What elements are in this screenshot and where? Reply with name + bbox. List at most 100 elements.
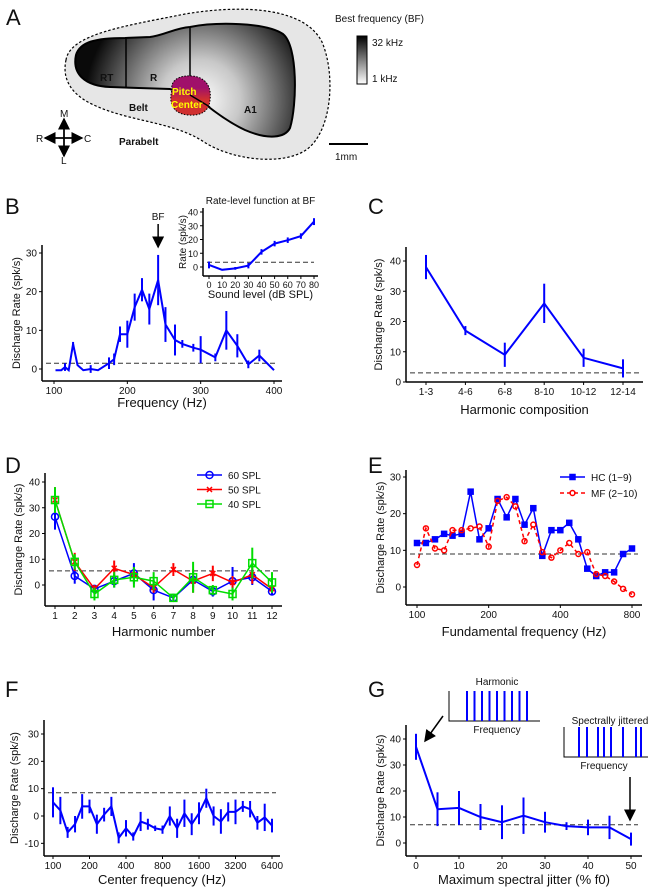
x-tick-label: 11 xyxy=(247,611,258,622)
square-marker xyxy=(50,495,60,505)
chart-title: Rate-level function at BF xyxy=(206,196,316,207)
x-tick-label: 80 xyxy=(309,280,319,290)
scale-label: 1mm xyxy=(335,152,357,163)
circle-marker xyxy=(50,512,60,522)
square-marker xyxy=(422,539,430,547)
panel-label-b: B xyxy=(5,194,20,219)
square-marker xyxy=(267,578,277,587)
legend-label: 50 SPL xyxy=(228,486,261,497)
x-tick-label: 800 xyxy=(624,610,641,621)
x-tick-label: 20 xyxy=(496,861,508,872)
inset-xlabel: Frequency xyxy=(473,725,520,736)
y-axis-title: Discharge Rate (spk/s) xyxy=(13,484,25,596)
y-tick-label: 20 xyxy=(26,287,38,298)
x-tick-label: 9 xyxy=(210,611,216,622)
square-marker xyxy=(431,536,439,543)
legend-entry: HC (1−9) xyxy=(560,473,632,484)
series-hc xyxy=(413,488,636,580)
y-axis-title: Discharge Rate (spk/s) xyxy=(11,257,23,369)
y-tick-label: 30 xyxy=(390,473,402,484)
square-marker xyxy=(205,499,214,509)
circle-marker xyxy=(476,523,483,530)
circle-marker xyxy=(521,537,528,545)
square-marker xyxy=(458,530,465,538)
x-tick-label: 12 xyxy=(266,611,278,622)
circle-marker xyxy=(467,525,474,532)
circle-marker xyxy=(485,543,492,550)
series-0 xyxy=(55,254,275,373)
x-tick-label: 8-10 xyxy=(534,387,554,398)
y-tick-label: 10 xyxy=(28,784,40,795)
x-marker xyxy=(170,566,177,573)
chart-c: 1-3 4-6 6-8 8-10 10-12 12-14 0 10 20 30 40 Harmonic… xyxy=(373,247,643,417)
y-tick-label: 30 xyxy=(29,503,41,514)
y-tick-label: 10 xyxy=(390,347,402,358)
legend-label: MF (2−10) xyxy=(591,489,637,500)
y-tick-label: 0 xyxy=(395,378,401,389)
circle-marker xyxy=(584,548,591,556)
y-tick-label: 10 xyxy=(390,813,402,824)
harmonic-spectrum-inset: Harmonic Frequency xyxy=(448,677,540,736)
x-axis-title: Frequency (Hz) xyxy=(117,395,207,410)
circle-marker xyxy=(413,561,421,569)
x-tick-label: 8 xyxy=(190,611,196,622)
panel-label-a: A xyxy=(6,5,21,30)
y-tick-label: 10 xyxy=(390,546,402,557)
region-label-pitch: Pitch xyxy=(172,87,196,98)
x-axis-title: Sound level (dB SPL) xyxy=(208,289,313,301)
y-tick-label: 40 xyxy=(29,478,41,489)
square-marker xyxy=(485,525,492,532)
x-tick-label: 2 xyxy=(72,611,78,622)
y-tick-label: 20 xyxy=(188,235,198,245)
circle-marker xyxy=(431,545,439,552)
series-0 xyxy=(52,787,273,844)
x-tick-label: 6400 xyxy=(261,861,284,872)
y-tick-label: 0 xyxy=(395,839,401,850)
y-axis-title: Discharge Rate (spk/s) xyxy=(9,732,21,844)
square-marker xyxy=(575,536,582,543)
y-tick-label: 20 xyxy=(390,787,402,798)
circle-marker xyxy=(512,503,519,510)
legend-label: 60 SPL xyxy=(228,471,261,482)
x-tick-label: 100 xyxy=(409,610,426,621)
y-tick-label: 40 xyxy=(188,208,198,218)
x-marker xyxy=(229,579,236,586)
boundary-line xyxy=(189,94,211,108)
square-marker xyxy=(557,526,564,534)
compass-icon xyxy=(43,117,84,158)
inset-title: Spectrally jittered xyxy=(572,716,649,727)
legend-label: 40 SPL xyxy=(228,500,261,511)
square-marker xyxy=(228,589,237,599)
series-line xyxy=(54,499,273,591)
x-axis-title: Center frequency (Hz) xyxy=(98,872,226,887)
square-marker xyxy=(208,585,218,595)
x-tick-label: 10 xyxy=(227,611,239,622)
legend-label: HC (1−9) xyxy=(591,473,632,484)
circle-marker xyxy=(575,550,582,558)
y-tick-label: 0 xyxy=(34,581,40,592)
x-tick-label: 0 xyxy=(413,861,419,872)
x-tick-label: 800 xyxy=(154,861,171,872)
compass-r: R xyxy=(36,134,43,145)
inset-xlabel: Frequency xyxy=(580,761,627,772)
x-tick-label: 4-6 xyxy=(458,387,473,398)
circle-marker xyxy=(422,525,430,532)
series-0 xyxy=(208,218,315,271)
square-marker xyxy=(530,504,537,512)
y-tick-label: 0 xyxy=(33,812,39,823)
x-tick-label: 4 xyxy=(111,611,117,622)
panel-label-f: F xyxy=(5,677,18,702)
y-axis-title: Discharge Rate (spk/s) xyxy=(373,259,385,371)
square-marker xyxy=(476,536,483,543)
y-tick-label: 20 xyxy=(390,509,402,520)
x-tick-label: 40 xyxy=(582,861,594,872)
y-tick-label: 30 xyxy=(390,287,402,298)
region-label-belt: Belt xyxy=(129,103,149,114)
compass-c: C xyxy=(84,134,91,145)
square-marker xyxy=(440,530,448,538)
x-tick-label: 30 xyxy=(243,280,253,290)
circle-marker xyxy=(628,591,636,598)
